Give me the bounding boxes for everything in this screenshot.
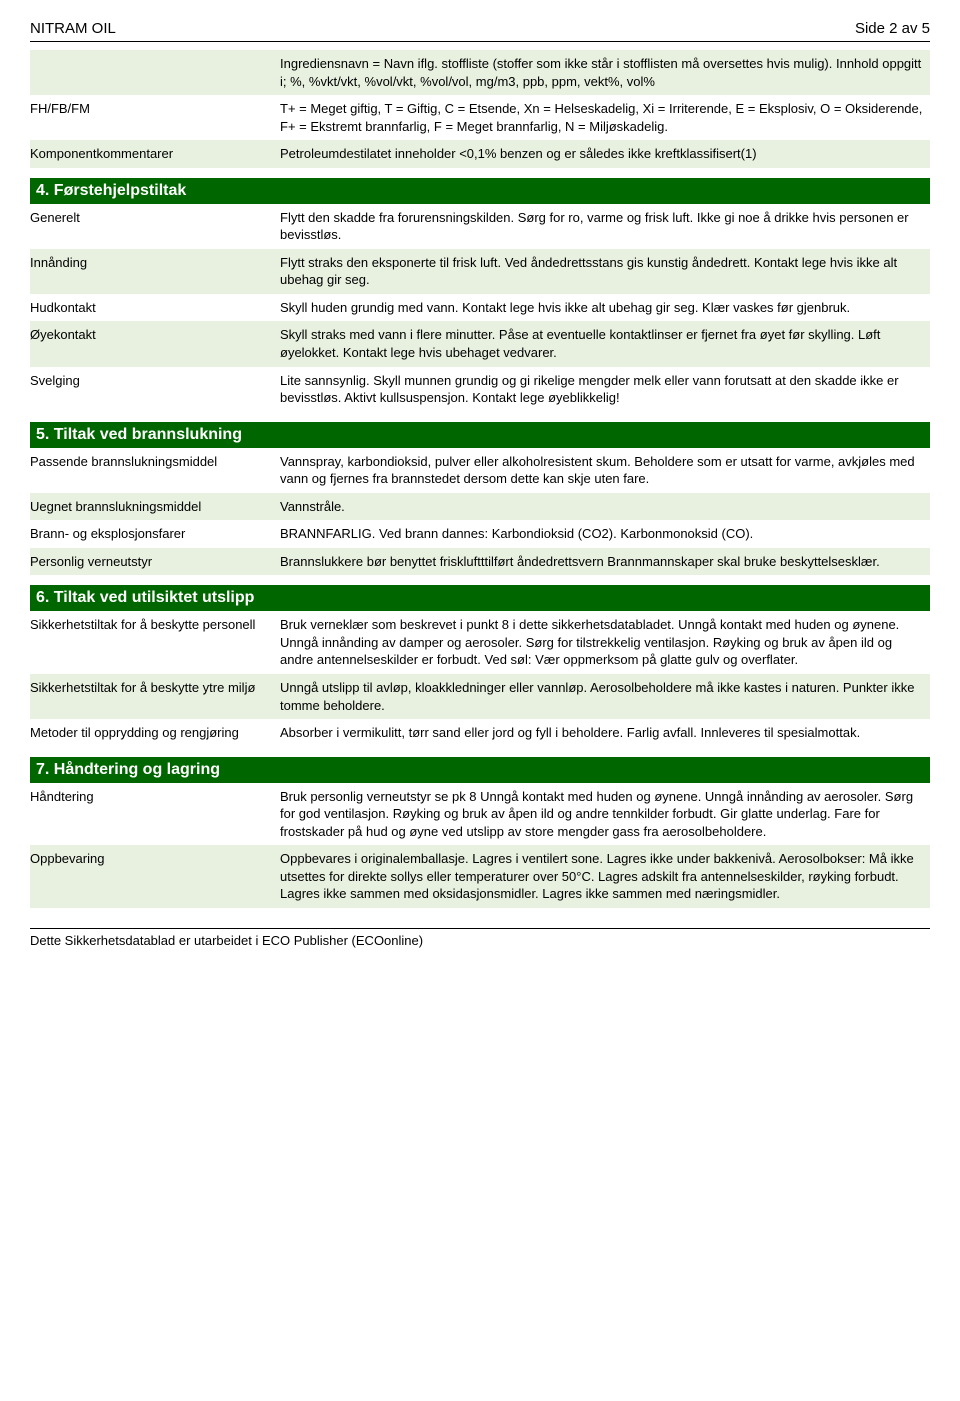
kv-row: InnåndingFlytt straks den eksponerte til… (30, 249, 930, 294)
kv-key: Oppbevaring (30, 848, 280, 870)
kv-value: Bruk verneklær som beskrevet i punkt 8 i… (280, 614, 930, 671)
kv-key: Personlig verneutstyr (30, 551, 280, 573)
kv-row: SvelgingLite sannsynlig. Skyll munnen gr… (30, 367, 930, 412)
kv-row: Passende brannslukningsmiddelVannspray, … (30, 448, 930, 493)
page-header: NITRAM OIL Side 2 av 5 (30, 20, 930, 42)
kv-key: Brann- og eksplosjonsfarer (30, 523, 280, 545)
kv-row: HåndteringBruk personlig verneutstyr se … (30, 783, 930, 846)
kv-value: Petroleumdestilatet inneholder <0,1% ben… (280, 143, 930, 165)
kv-key: Øyekontakt (30, 324, 280, 346)
kv-row: HudkontaktSkyll huden grundig med vann. … (30, 294, 930, 322)
page-number: Side 2 av 5 (855, 20, 930, 37)
kv-value: Skyll huden grundig med vann. Kontakt le… (280, 297, 930, 319)
kv-key: Metoder til opprydding og rengjøring (30, 722, 280, 744)
kv-value: BRANNFARLIG. Ved brann dannes: Karbondio… (280, 523, 930, 545)
kv-row: OppbevaringOppbevares i originalemballas… (30, 845, 930, 908)
kv-value: Brannslukkere bør benyttet friskluftttil… (280, 551, 930, 573)
kv-value: Vannstråle. (280, 496, 930, 518)
section-header: 4. Førstehjelpstiltak (30, 178, 930, 204)
kv-value: Skyll straks med vann i flere minutter. … (280, 324, 930, 363)
footer-text: Dette Sikkerhetsdatablad er utarbeidet i… (30, 928, 930, 948)
kv-row: KomponentkommentarerPetroleumdestilatet … (30, 140, 930, 168)
kv-key: Uegnet brannslukningsmiddel (30, 496, 280, 518)
kv-row: Uegnet brannslukningsmiddelVannstråle. (30, 493, 930, 521)
kv-row: Sikkerhetstiltak for å beskytte personel… (30, 611, 930, 674)
kv-key: Innånding (30, 252, 280, 274)
kv-value: T+ = Meget giftig, T = Giftig, C = Etsen… (280, 98, 930, 137)
section-header: 7. Håndtering og lagring (30, 757, 930, 783)
kv-value: Flytt straks den eksponerte til frisk lu… (280, 252, 930, 291)
kv-key: Sikkerhetstiltak for å beskytte ytre mil… (30, 677, 280, 699)
kv-row: Metoder til opprydding og rengjøringAbso… (30, 719, 930, 747)
kv-key (30, 53, 280, 57)
kv-row: Sikkerhetstiltak for å beskytte ytre mil… (30, 674, 930, 719)
document-title: NITRAM OIL (30, 20, 116, 37)
kv-key: FH/FB/FM (30, 98, 280, 120)
section-header: 5. Tiltak ved brannslukning (30, 422, 930, 448)
kv-row: FH/FB/FMT+ = Meget giftig, T = Giftig, C… (30, 95, 930, 140)
kv-value: Flytt den skadde fra forurensningskilden… (280, 207, 930, 246)
kv-value: Unngå utslipp til avløp, kloakkledninger… (280, 677, 930, 716)
kv-row: Brann- og eksplosjonsfarerBRANNFARLIG. V… (30, 520, 930, 548)
kv-row: Ingrediensnavn = Navn iflg. stoffliste (… (30, 50, 930, 95)
kv-value: Vannspray, karbondioksid, pulver eller a… (280, 451, 930, 490)
sections-container: 4. FørstehjelpstiltakGenereltFlytt den s… (30, 178, 930, 908)
kv-key: Sikkerhetstiltak for å beskytte personel… (30, 614, 280, 636)
kv-value: Bruk personlig verneutstyr se pk 8 Unngå… (280, 786, 930, 843)
kv-key: Håndtering (30, 786, 280, 808)
kv-value: Lite sannsynlig. Skyll munnen grundig og… (280, 370, 930, 409)
section-header: 6. Tiltak ved utilsiktet utslipp (30, 585, 930, 611)
kv-key: Hudkontakt (30, 297, 280, 319)
kv-row: Personlig verneutstyrBrannslukkere bør b… (30, 548, 930, 576)
kv-key: Komponentkommentarer (30, 143, 280, 165)
kv-row: GenereltFlytt den skadde fra forurensnin… (30, 204, 930, 249)
kv-row: ØyekontaktSkyll straks med vann i flere … (30, 321, 930, 366)
intro-block: Ingrediensnavn = Navn iflg. stoffliste (… (30, 50, 930, 168)
kv-key: Passende brannslukningsmiddel (30, 451, 280, 473)
kv-value: Absorber i vermikulitt, tørr sand eller … (280, 722, 930, 744)
kv-key: Generelt (30, 207, 280, 229)
kv-value: Oppbevares i originalemballasje. Lagres … (280, 848, 930, 905)
kv-value: Ingrediensnavn = Navn iflg. stoffliste (… (280, 53, 930, 92)
kv-key: Svelging (30, 370, 280, 392)
